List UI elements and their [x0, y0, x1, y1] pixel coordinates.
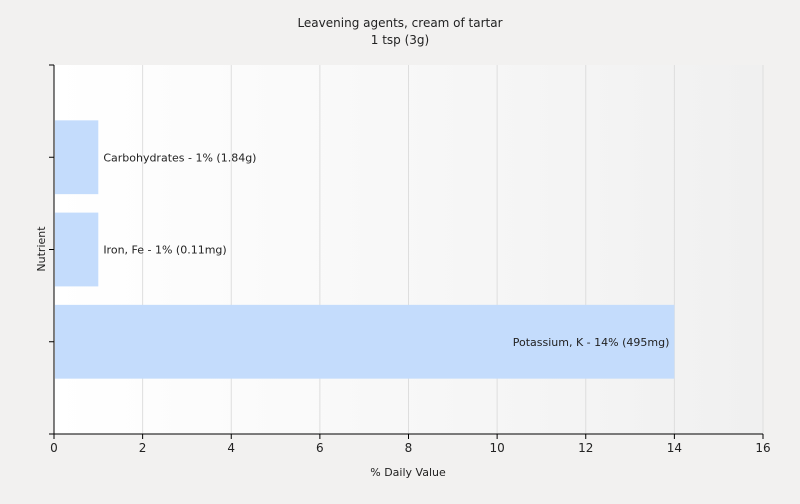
bar-label: Iron, Fe - 1% (0.11mg)	[103, 244, 226, 257]
x-tick-label: 14	[667, 441, 682, 455]
chart-subtitle: 1 tsp (3g)	[371, 33, 429, 47]
x-tick-label: 6	[316, 441, 324, 455]
axes: 0 2 4 6 8 10 12 14 16	[49, 64, 771, 455]
bar-label: Potassium, K - 14% (495mg)	[513, 336, 670, 349]
bar	[55, 120, 99, 195]
x-tick-label: 10	[489, 441, 504, 455]
x-tick-label: 0	[50, 441, 58, 455]
x-tick-label: 8	[405, 441, 413, 455]
x-tick-label: 4	[227, 441, 235, 455]
y-axis-label: Nutrient	[35, 226, 48, 272]
x-axis-label: % Daily Value	[370, 466, 446, 479]
x-tick-label: 16	[755, 441, 770, 455]
bar	[55, 212, 99, 287]
bars: Carbohydrates - 1% (1.84g) Iron, Fe - 1% …	[55, 120, 675, 379]
x-tick-label: 2	[139, 441, 147, 455]
bar-label: Carbohydrates - 1% (1.84g)	[103, 151, 256, 164]
x-tick-label: 12	[578, 441, 593, 455]
chart-title: Leavening agents, cream of tartar	[297, 16, 502, 30]
bar	[55, 304, 675, 379]
